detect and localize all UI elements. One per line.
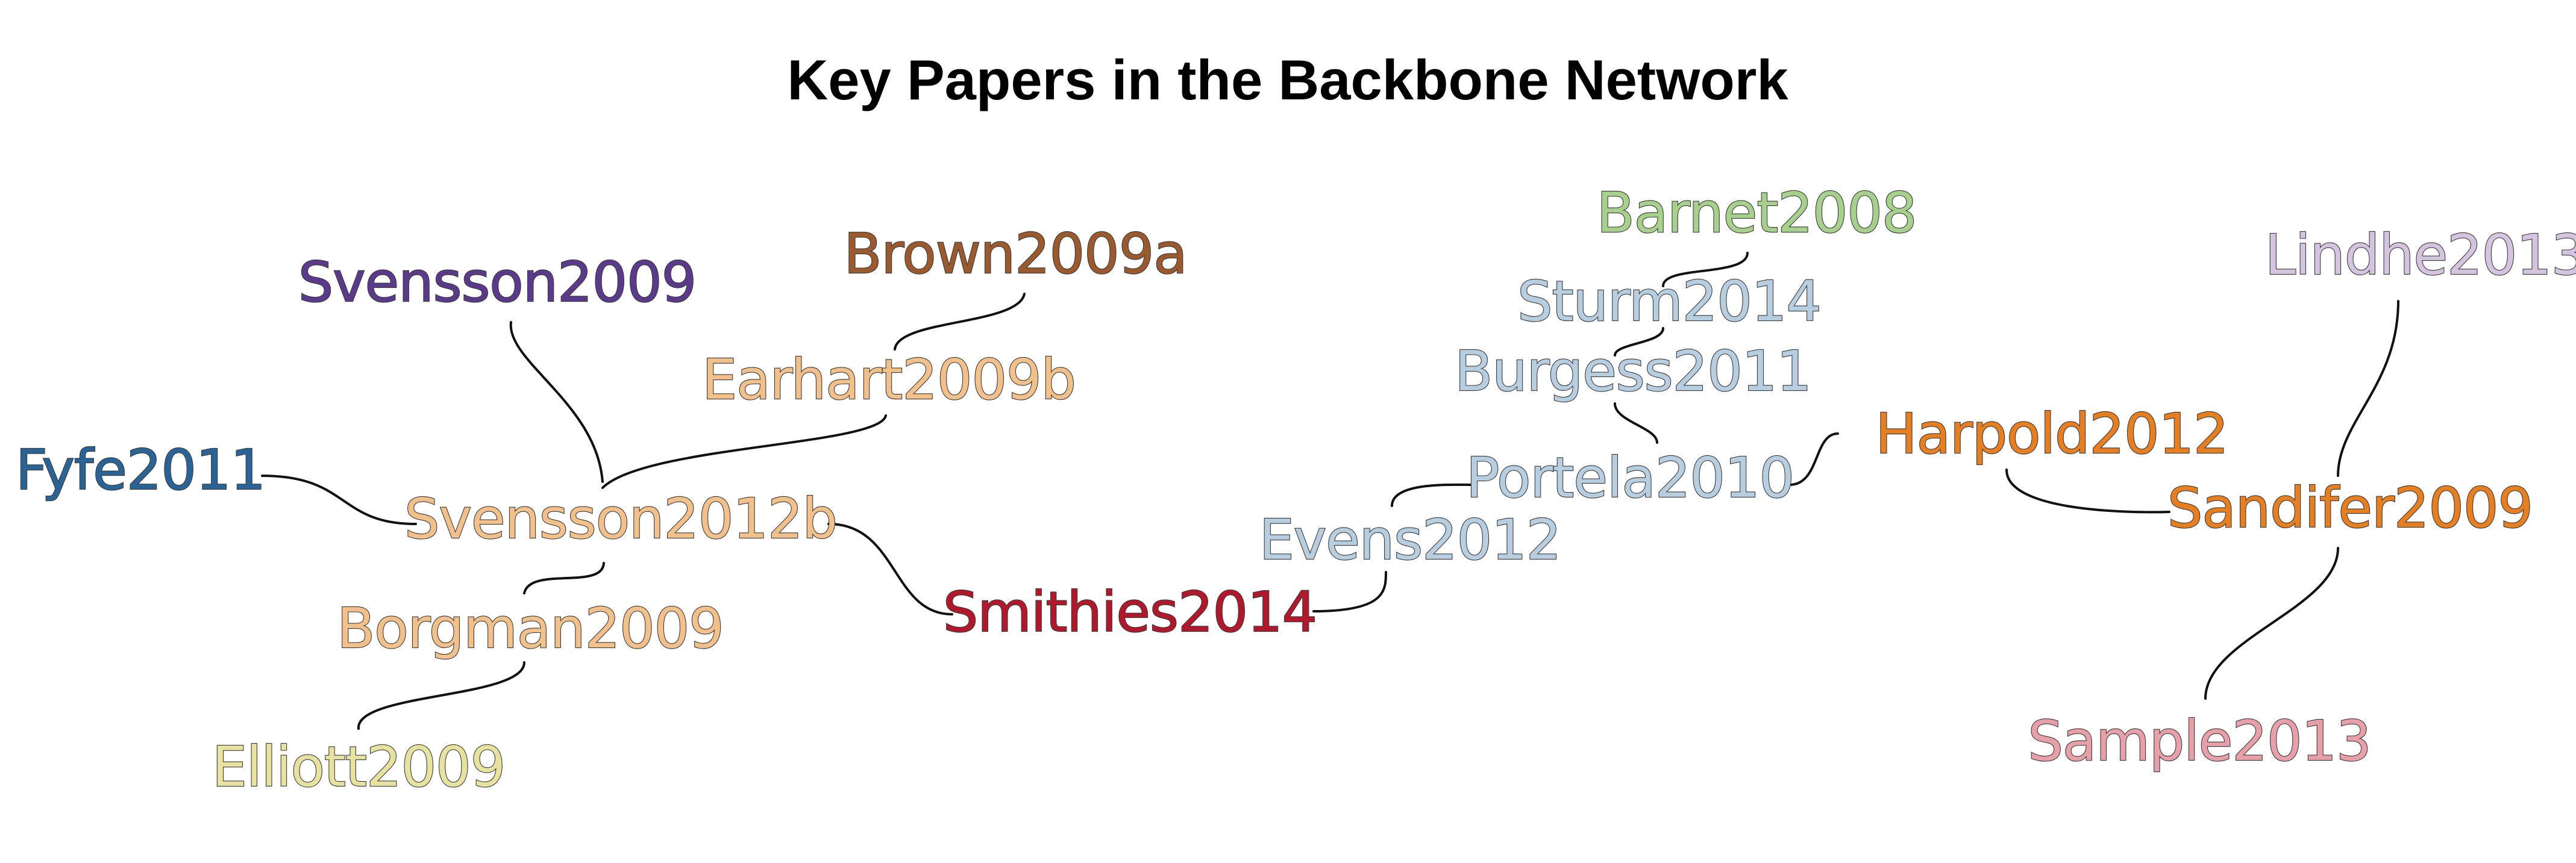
node-evens2012: Evens2012 [1259,508,1561,572]
edge-layer [261,252,2399,730]
node-sturm2014: Sturm2014 [1517,269,1821,334]
edge-sandifer2009-sample2013 [2204,547,2339,700]
node-sandifer2009: Sandifer2009 [2167,476,2533,540]
edge-svensson2009-svensson2012b [509,321,604,483]
edge-portela2010-burgess2011 [1614,402,1658,444]
node-elliott2009: Elliott2009 [212,735,505,799]
edge-borgman2009-elliott2009 [357,661,525,730]
edge-smithies2014-evens2012 [1312,571,1387,612]
node-barnet2008: Barnet2008 [1597,181,1917,245]
edge-sturm2014-barnet2008 [1662,252,1749,287]
node-smithies2014: Smithies2014 [943,580,1317,644]
edge-evens2012-portela2010 [1391,483,1471,507]
node-borgman2009: Borgman2009 [337,596,723,661]
node-brown2009a: Brown2009a [844,222,1186,286]
edge-portela2010-harpold2012 [1788,432,1839,486]
edge-harpold2012-sandifer2009 [2005,469,2170,514]
diagram-title: Key Papers in the Backbone Network [787,48,1788,111]
edge-svensson2012b-smithies2014 [827,523,953,615]
edge-fyfe2011-svensson2012b [261,475,417,525]
node-fyfe2011: Fyfe2011 [16,438,265,502]
node-sample2013: Sample2013 [2028,709,2371,773]
edge-brown2009a-earhart2009b [894,293,1026,350]
edge-earhart2009b-svensson2012b [601,414,887,489]
node-harpold2012: Harpold2012 [1875,402,2228,466]
node-portela2010: Portela2010 [1466,446,1794,510]
edge-burgess2011-sturm2014 [1614,327,1664,357]
edge-sandifer2009-lindhe2013 [2337,300,2399,477]
edge-svensson2012b-borgman2009 [523,562,605,594]
node-lindhe2013: Lindhe2013 [2265,223,2576,287]
node-svensson2012b: Svensson2012b [404,487,837,551]
node-burgess2011: Burgess2011 [1455,339,1811,403]
node-svensson2009: Svensson2009 [298,250,696,314]
node-layer: Svensson2009 Brown2009a Earhart2009b Fyfe20… [15,180,2576,800]
node-earhart2009b: Earhart2009b [702,347,1076,412]
